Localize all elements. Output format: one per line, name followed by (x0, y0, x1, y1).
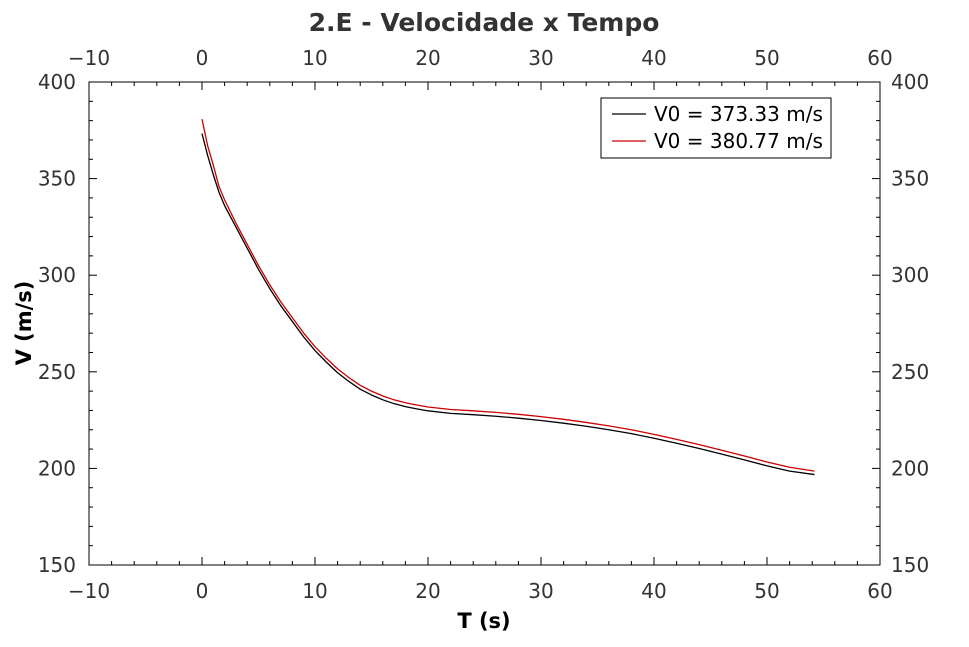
y-tick-label: 350 (38, 167, 76, 191)
y-tick-label: 300 (38, 263, 76, 287)
y-right-tick-label: 200 (891, 456, 929, 480)
y-tick-label: 250 (38, 360, 76, 384)
series-group (201, 118, 815, 476)
x-tick-label: 10 (302, 579, 327, 603)
x-tick-label: 30 (528, 579, 553, 603)
x-tick-label: 40 (641, 579, 666, 603)
chart-title: 2.E - Velocidade x Tempo (309, 8, 660, 37)
x-tick-label: −10 (68, 579, 110, 603)
x-tick-label: 0 (196, 579, 209, 603)
plot-frame (88, 81, 881, 566)
x-tick-label: 20 (415, 579, 440, 603)
y-tick-label: 150 (38, 553, 76, 577)
legend-box (600, 97, 832, 159)
x-tick-label: 60 (867, 579, 892, 603)
x-top-tick-label: 50 (754, 46, 779, 70)
y-right-tick-label: 300 (891, 263, 929, 287)
series-line-2 (201, 118, 815, 472)
y-right-tick-label: 150 (891, 553, 929, 577)
legend-entry-2: V0 = 380.77 m/s (654, 129, 823, 153)
y-right-tick-label: 250 (891, 360, 929, 384)
series-line-1 (201, 133, 815, 476)
x-top-tick-label: 10 (302, 46, 327, 70)
y-right-tick-label: 350 (891, 167, 929, 191)
x-tick-label: 50 (754, 579, 779, 603)
x-axis-label: T (s) (457, 609, 510, 633)
x-top-tick-label: 0 (196, 46, 209, 70)
y-axis-label: V (m/s) (12, 281, 36, 366)
ticks-group (88, 81, 881, 566)
y-right-tick-label: 400 (891, 70, 929, 94)
y-tick-label: 400 (38, 70, 76, 94)
x-top-tick-label: 30 (528, 46, 553, 70)
y-tick-label: 200 (38, 456, 76, 480)
x-top-tick-label: 40 (641, 46, 666, 70)
legend: V0 = 373.33 m/s V0 = 380.77 m/s (600, 97, 832, 159)
x-top-tick-label: 60 (867, 46, 892, 70)
legend-entry-1: V0 = 373.33 m/s (654, 102, 823, 126)
x-top-tick-label: −10 (68, 46, 110, 70)
x-top-tick-label: 20 (415, 46, 440, 70)
